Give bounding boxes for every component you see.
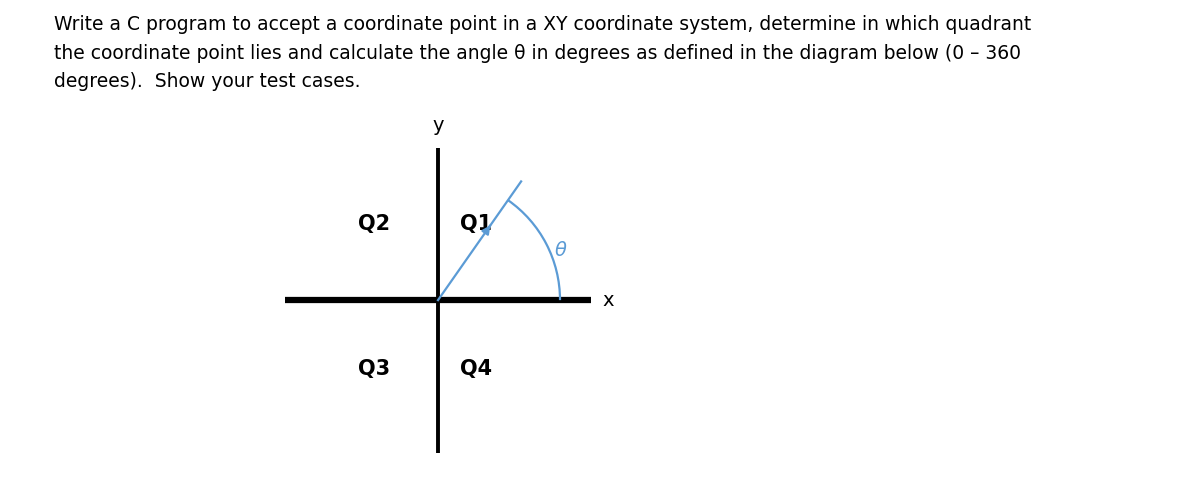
Text: Q2: Q2 [358,214,390,234]
Text: Q1: Q1 [460,214,492,234]
Text: Q4: Q4 [460,359,492,379]
Text: Q3: Q3 [358,359,390,379]
Text: x: x [602,291,614,309]
Text: θ: θ [556,241,566,260]
Text: Write a C program to accept a coordinate point in a XY coordinate system, determ: Write a C program to accept a coordinate… [54,15,1031,91]
Text: y: y [432,117,444,135]
